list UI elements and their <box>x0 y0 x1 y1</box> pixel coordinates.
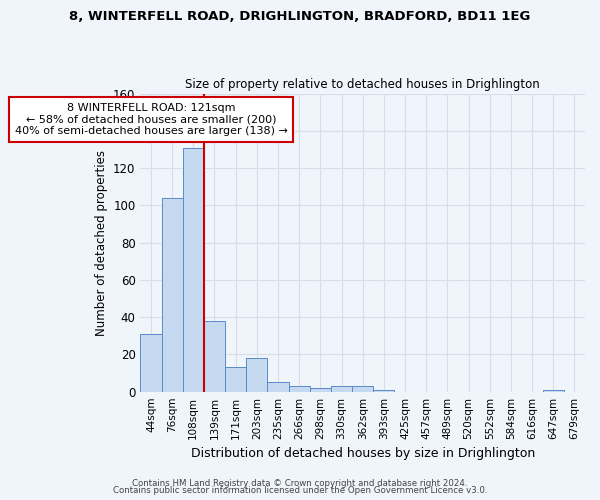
Bar <box>225 368 246 392</box>
Bar <box>289 386 310 392</box>
Bar <box>268 382 289 392</box>
Bar <box>331 386 352 392</box>
X-axis label: Distribution of detached houses by size in Drighlington: Distribution of detached houses by size … <box>191 447 535 460</box>
Bar <box>542 390 564 392</box>
Bar <box>373 390 394 392</box>
Bar <box>352 386 373 392</box>
Text: 8 WINTERFELL ROAD: 121sqm
← 58% of detached houses are smaller (200)
40% of semi: 8 WINTERFELL ROAD: 121sqm ← 58% of detac… <box>14 103 287 136</box>
Bar <box>161 198 183 392</box>
Text: 8, WINTERFELL ROAD, DRIGHLINGTON, BRADFORD, BD11 1EG: 8, WINTERFELL ROAD, DRIGHLINGTON, BRADFO… <box>70 10 530 23</box>
Text: Contains public sector information licensed under the Open Government Licence v3: Contains public sector information licen… <box>113 486 487 495</box>
Bar <box>140 334 161 392</box>
Bar <box>204 321 225 392</box>
Bar <box>183 148 204 392</box>
Bar <box>246 358 268 392</box>
Text: Contains HM Land Registry data © Crown copyright and database right 2024.: Contains HM Land Registry data © Crown c… <box>132 478 468 488</box>
Bar <box>310 388 331 392</box>
Title: Size of property relative to detached houses in Drighlington: Size of property relative to detached ho… <box>185 78 540 91</box>
Y-axis label: Number of detached properties: Number of detached properties <box>95 150 107 336</box>
